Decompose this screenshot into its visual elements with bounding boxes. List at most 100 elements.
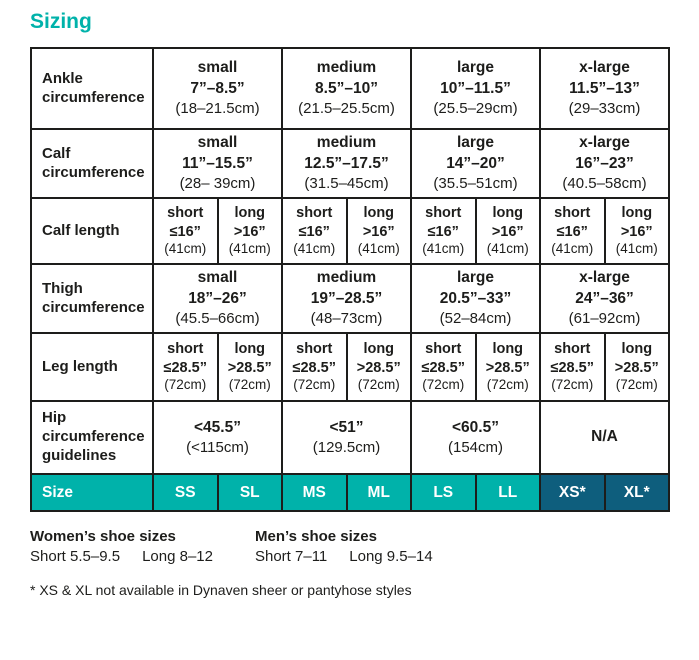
inches-range: <45.5” bbox=[194, 418, 241, 436]
table-row-calf-length: Calf length short ≤16” (41cm) long >16” … bbox=[30, 197, 671, 265]
hip-xlarge-cell: N/A bbox=[538, 400, 671, 475]
row-label-calf-circumference: Calf circumference bbox=[30, 128, 154, 199]
inches-range: 20.5”–33” bbox=[439, 289, 512, 307]
inches-range: 16”–23” bbox=[575, 154, 634, 172]
mens-shoe-sizes: Men’s shoe sizes Short 7–11 Long 9.5–14 bbox=[255, 528, 433, 565]
availability-footnote: * XS & XL not available in Dynaven sheer… bbox=[30, 582, 412, 598]
mens-long-range: Long 9.5–14 bbox=[349, 548, 433, 565]
length-name: long bbox=[621, 341, 653, 358]
inches-range: 14”–20” bbox=[446, 154, 505, 172]
ankle-xlarge-cell: x-large 11.5”–13” (29–33cm) bbox=[538, 47, 671, 130]
calf-length-cell: long >16” (41cm) bbox=[345, 197, 412, 265]
cm-range: (28– 39cm) bbox=[179, 175, 256, 193]
inches-range: >16” bbox=[491, 223, 524, 240]
thigh-small-cell: small 18”–26” (45.5–66cm) bbox=[152, 263, 283, 334]
length-name: short bbox=[296, 341, 333, 358]
inches-range: >16” bbox=[620, 223, 653, 240]
size-cell-ml: ML bbox=[345, 473, 412, 512]
calf-length-cell: short ≤16” (41cm) bbox=[539, 197, 606, 265]
size-cell-ls: LS bbox=[410, 473, 477, 512]
thigh-medium-cell: medium 19”–28.5” (48–73cm) bbox=[281, 263, 412, 334]
size-cell-xl: XL* bbox=[603, 473, 671, 512]
cm-range: (129.5cm) bbox=[312, 438, 381, 456]
womens-shoe-sizes-title: Women’s shoe sizes bbox=[30, 528, 176, 545]
table-row-calf-circumference: Calf circumference small 11”–15.5” (28– … bbox=[30, 128, 671, 199]
cm-range: (72cm) bbox=[164, 377, 207, 393]
inches-range: ≤16” bbox=[556, 223, 588, 240]
length-name: short bbox=[296, 205, 333, 222]
inches-range: 7”–8.5” bbox=[190, 79, 245, 97]
inches-range: 18”–26” bbox=[188, 289, 247, 307]
leg-length-cell: long >28.5” (72cm) bbox=[603, 332, 671, 402]
size-name: x-large bbox=[579, 269, 630, 287]
length-name: short bbox=[554, 205, 591, 222]
hip-large-cell: <60.5” (154cm) bbox=[410, 400, 541, 475]
length-name: short bbox=[425, 341, 462, 358]
shoe-sizes-section: Women’s shoe sizes Short 5.5–9.5 Long 8–… bbox=[30, 528, 699, 565]
cm-range: (72cm) bbox=[228, 377, 271, 393]
leg-length-cell: long >28.5” (72cm) bbox=[474, 332, 541, 402]
inches-range: ≤16” bbox=[169, 223, 201, 240]
inches-range: >16” bbox=[362, 223, 395, 240]
size-cell-sl: SL bbox=[216, 473, 283, 512]
inches-range: >28.5” bbox=[485, 359, 530, 376]
cm-range: (25.5–29cm) bbox=[433, 100, 518, 118]
row-label-leg-length: Leg length bbox=[30, 332, 154, 402]
cm-range: (40.5–58cm) bbox=[562, 175, 647, 193]
ankle-medium-cell: medium 8.5”–10” (21.5–25.5cm) bbox=[281, 47, 412, 130]
womens-shoe-sizes: Women’s shoe sizes Short 5.5–9.5 Long 8–… bbox=[30, 528, 213, 565]
calf-length-cell: long >16” (41cm) bbox=[603, 197, 671, 265]
cm-range: (52–84cm) bbox=[439, 310, 512, 328]
cm-range: (41cm) bbox=[551, 241, 594, 257]
cm-range: (72cm) bbox=[551, 377, 594, 393]
cm-range: (41cm) bbox=[615, 241, 658, 257]
size-cell-ss: SS bbox=[152, 473, 219, 512]
size-cell-xs: XS* bbox=[539, 473, 606, 512]
hip-small-cell: <45.5” (<115cm) bbox=[152, 400, 283, 475]
size-name: large bbox=[456, 269, 495, 287]
cm-range: (41cm) bbox=[357, 241, 400, 257]
leg-length-cell: short ≤28.5” (72cm) bbox=[410, 332, 477, 402]
size-name: medium bbox=[316, 269, 377, 287]
table-row-thigh-circumference: Thigh circumference small 18”–26” (45.5–… bbox=[30, 263, 671, 334]
calf-circ-xlarge-cell: x-large 16”–23” (40.5–58cm) bbox=[538, 128, 671, 199]
row-label-calf-length: Calf length bbox=[30, 197, 154, 265]
inches-range: N/A bbox=[591, 428, 618, 446]
cm-range: (29–33cm) bbox=[568, 100, 641, 118]
length-name: short bbox=[167, 341, 204, 358]
cm-range: (72cm) bbox=[486, 377, 529, 393]
inches-range: >28.5” bbox=[356, 359, 401, 376]
inches-range: 11”–15.5” bbox=[182, 154, 253, 172]
cm-range: (21.5–25.5cm) bbox=[298, 100, 395, 118]
cm-range: (72cm) bbox=[615, 377, 658, 393]
length-name: long bbox=[363, 205, 395, 222]
length-name: long bbox=[363, 341, 395, 358]
calf-circ-large-cell: large 14”–20” (35.5–51cm) bbox=[410, 128, 541, 199]
leg-length-cell: long >28.5” (72cm) bbox=[345, 332, 412, 402]
cm-range: (45.5–66cm) bbox=[175, 310, 260, 328]
row-label-ankle-circumference: Ankle circumference bbox=[30, 47, 154, 130]
inches-range: >28.5” bbox=[227, 359, 272, 376]
inches-range: ≤28.5” bbox=[292, 359, 336, 376]
mens-short-range: Short 7–11 bbox=[254, 548, 328, 565]
size-name: medium bbox=[316, 134, 377, 152]
leg-length-cell: short ≤28.5” (72cm) bbox=[539, 332, 606, 402]
inches-range: ≤28.5” bbox=[550, 359, 594, 376]
table-row-leg-length: Leg length short ≤28.5” (72cm) long >28.… bbox=[30, 332, 671, 402]
length-name: long bbox=[234, 341, 266, 358]
cm-range: (35.5–51cm) bbox=[433, 175, 518, 193]
inches-range: ≤28.5” bbox=[163, 359, 207, 376]
length-name: long bbox=[492, 205, 524, 222]
size-name: small bbox=[197, 134, 238, 152]
table-row-size: Size SS SL MS ML LS LL XS* XL* bbox=[30, 473, 671, 512]
thigh-xlarge-cell: x-large 24”–36” (61–92cm) bbox=[538, 263, 671, 334]
cm-range: (41cm) bbox=[164, 241, 207, 257]
cm-range: (41cm) bbox=[228, 241, 271, 257]
table-row-hip-circumference-guidelines: Hip circumference guidelines <45.5” (<11… bbox=[30, 400, 671, 475]
inches-range: >28.5” bbox=[614, 359, 659, 376]
sizing-table: Ankle circumference small 7”–8.5” (18–21… bbox=[30, 47, 671, 512]
cm-range: (41cm) bbox=[422, 241, 465, 257]
cm-range: (72cm) bbox=[357, 377, 400, 393]
inches-range: 12.5”–17.5” bbox=[304, 154, 389, 172]
length-name: long bbox=[234, 205, 266, 222]
